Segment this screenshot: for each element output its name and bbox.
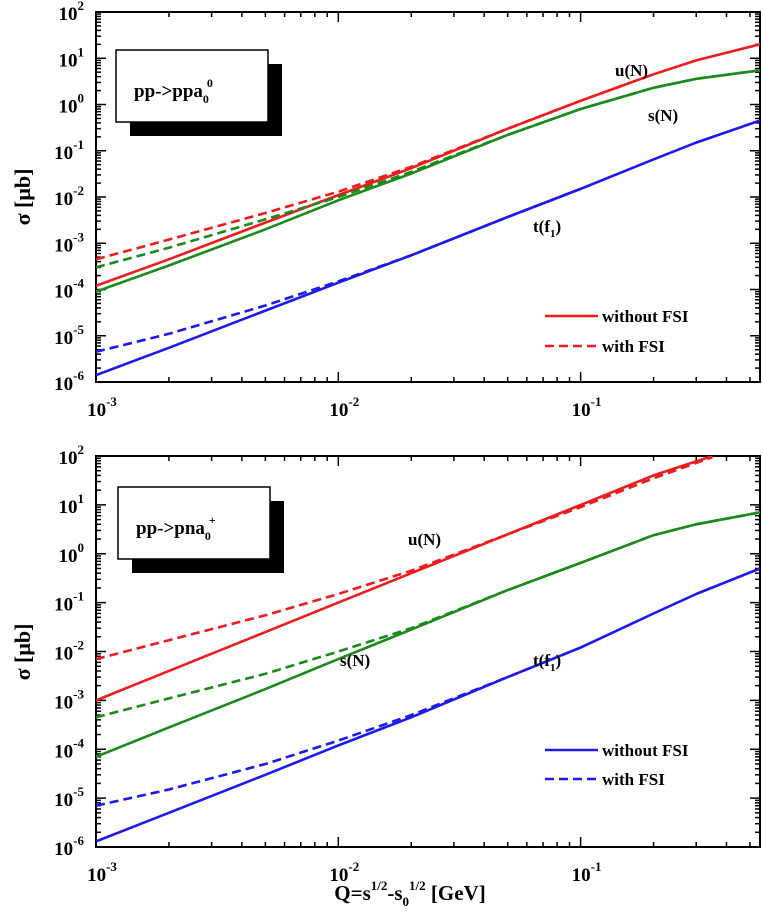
curve-label: t(f1) xyxy=(533,651,561,674)
x-tick-label: 10-2 xyxy=(329,394,359,421)
curve-label: u(N) xyxy=(615,61,648,80)
curve-label: u(N) xyxy=(408,530,441,549)
top-panel: 10-6 10-5 10-4 10-3 10-2 10-1 100 101 102 10-3 10-… xyxy=(10,0,761,421)
box-frame xyxy=(117,486,271,560)
y-tick-label: 10-5 xyxy=(54,784,84,811)
reaction-label: pp->pna0+ xyxy=(136,513,216,543)
curve-label: t(f1) xyxy=(533,217,561,240)
reaction-label-box: pp->ppa00 xyxy=(115,49,282,136)
y-tick-label: 10-5 xyxy=(54,322,84,349)
legend-label: without FSI xyxy=(602,307,689,326)
x-tick-label: 10-3 xyxy=(87,394,117,421)
y-tick-label: 10-6 xyxy=(54,833,84,860)
y-tick-label: 10-3 xyxy=(54,229,84,256)
series-line-u-n-without-fsi xyxy=(96,456,713,702)
bottom-panel: 10-6 10-5 10-4 10-3 10-2 10-1 100 101 102 10-3 10-… xyxy=(10,442,761,886)
y-tick-label: 101 xyxy=(59,491,85,518)
series-line-u-n-with-fsi xyxy=(96,456,713,661)
x-axis-label: Q=s1/2-s01/2 [GeV] xyxy=(334,878,485,909)
x-tick-label: 10-1 xyxy=(572,859,602,886)
y-tick-label: 10-1 xyxy=(54,137,84,164)
legend: without FSI with FSI xyxy=(545,307,689,356)
series-line-u-n-with-fsi xyxy=(96,73,654,261)
x-tick-label: 10-1 xyxy=(572,394,602,421)
series-line-t-f1-with-fsi xyxy=(96,646,582,807)
series-line-s-n-with-fsi xyxy=(96,69,760,269)
y-tick-label: 10-2 xyxy=(54,638,84,665)
y-axis-label: σ [μb] xyxy=(10,624,35,681)
legend-label: without FSI xyxy=(602,741,689,760)
x-tick-label: 10-3 xyxy=(87,859,117,886)
reaction-label: pp->ppa00 xyxy=(134,76,213,106)
curve-label: s(N) xyxy=(340,651,370,670)
series-line-s-n-with-fsi xyxy=(96,511,760,719)
axis-ticks xyxy=(95,455,760,848)
x-tick-label: 10-2 xyxy=(329,859,359,886)
y-tick-label: 10-2 xyxy=(54,183,84,210)
reaction-label-box: pp->pna0+ xyxy=(117,486,284,573)
y-tick-label: 10-4 xyxy=(54,276,84,303)
y-tick-label: 10-3 xyxy=(54,686,84,713)
curve-label: s(N) xyxy=(648,106,678,125)
y-tick-label: 10-4 xyxy=(54,735,84,762)
y-tick-label: 10-6 xyxy=(54,368,84,395)
y-tick-label: 101 xyxy=(59,44,85,71)
y-tick-label: 10-1 xyxy=(54,589,84,616)
legend: without FSI with FSI xyxy=(545,741,689,789)
y-tick-label: 102 xyxy=(59,442,85,469)
y-tick-label: 100 xyxy=(59,91,85,118)
legend-label: with FSI xyxy=(602,337,665,356)
legend-label: with FSI xyxy=(602,770,665,789)
series-line-t-f1-with-fsi xyxy=(96,187,582,354)
y-tick-label: 100 xyxy=(59,540,85,567)
y-axis-label: σ [μb] xyxy=(10,169,35,226)
series-line-t-f1-without-fsi xyxy=(96,567,760,843)
axis-ticks xyxy=(95,11,760,383)
y-tick-label: 102 xyxy=(59,0,85,25)
box-frame xyxy=(115,49,269,123)
